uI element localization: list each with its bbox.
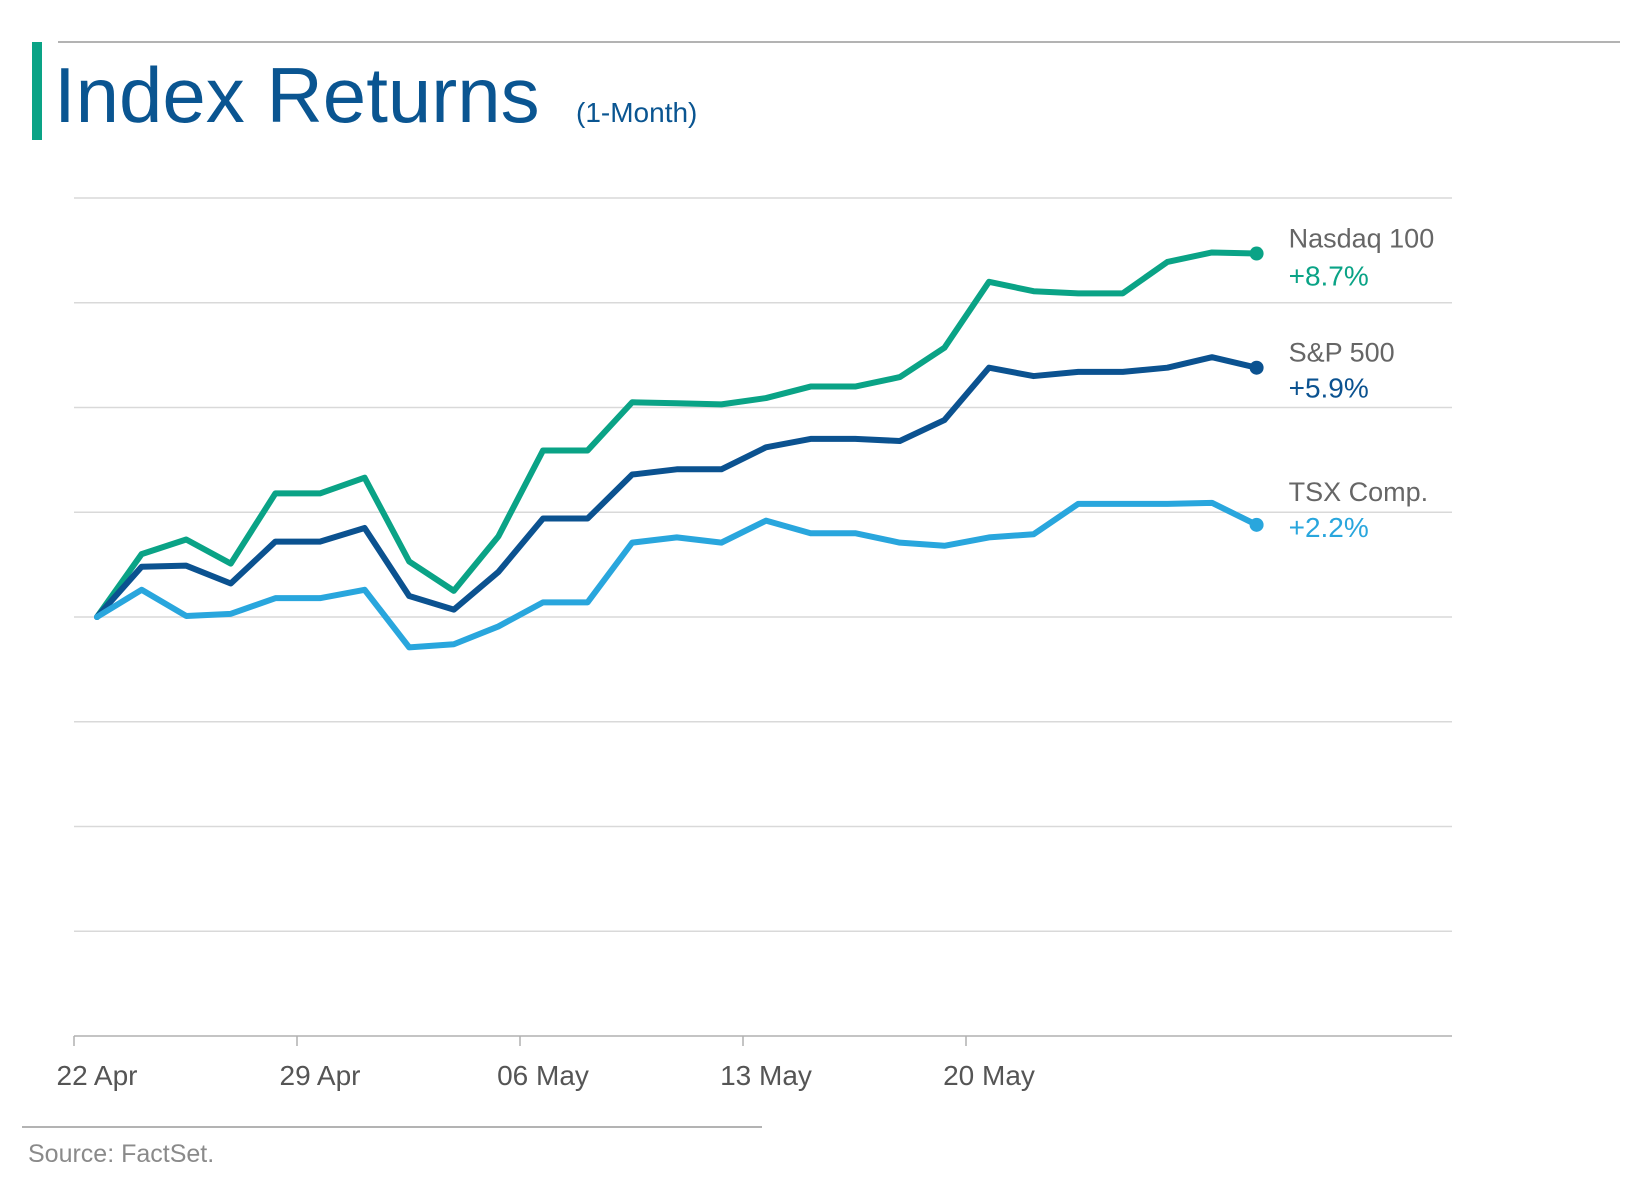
chart-title: Index Returns bbox=[54, 51, 540, 139]
x-tick-label: 20 May bbox=[943, 1060, 1035, 1091]
series-name-label: S&P 500 bbox=[1289, 338, 1395, 368]
series-end-marker bbox=[1249, 246, 1264, 261]
x-axis: 22 Apr 29 Apr 06 May 13 May 20 May bbox=[57, 1035, 1452, 1091]
x-tick-label: 22 Apr bbox=[57, 1060, 138, 1091]
series-return-label: +8.7% bbox=[1289, 261, 1369, 292]
x-tick-label: 06 May bbox=[497, 1060, 589, 1091]
series-line bbox=[94, 354, 1260, 620]
series-lines bbox=[94, 246, 1264, 651]
series-end-marker bbox=[1249, 517, 1264, 532]
x-tick-label: 29 Apr bbox=[280, 1060, 361, 1091]
title-accent-bar bbox=[32, 42, 42, 140]
series-name-label: Nasdaq 100 bbox=[1289, 224, 1435, 254]
series-line bbox=[94, 249, 1260, 620]
series-name-label: TSX Comp. bbox=[1289, 477, 1429, 507]
series-line bbox=[94, 499, 1260, 651]
x-tick-label: 13 May bbox=[720, 1060, 812, 1091]
end-labels: Nasdaq 100 +8.7% S&P 500 +5.9% TSX Comp. +2.2… bbox=[1289, 224, 1435, 543]
series-end-marker bbox=[1249, 360, 1264, 375]
gridlines bbox=[74, 197, 1452, 932]
chart-subtitle: (1-Month) bbox=[576, 97, 697, 128]
series-return-label: +2.2% bbox=[1289, 512, 1369, 543]
source-note: Source: FactSet. bbox=[28, 1140, 214, 1168]
series-return-label: +5.9% bbox=[1289, 373, 1369, 404]
